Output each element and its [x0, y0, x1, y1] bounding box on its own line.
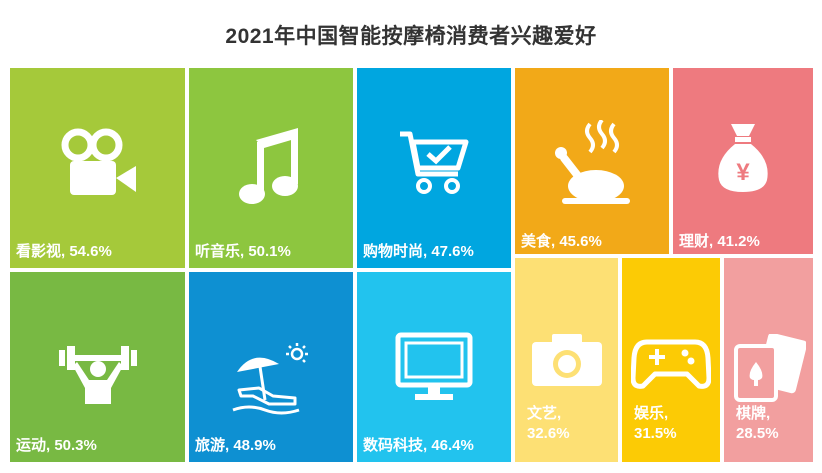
- tile-label: 看影视, 54.6%: [16, 243, 112, 260]
- treemap-tile-2: 听音乐, 50.1%: [187, 66, 355, 270]
- roast-chicken-icon: [515, 120, 669, 206]
- svg-text:¥: ¥: [736, 159, 750, 186]
- money-bag-icon: ¥: [673, 120, 813, 194]
- movie-camera-icon: [10, 128, 185, 198]
- tile-label: 美食, 45.6%: [521, 233, 602, 250]
- beach-umbrella-icon: [189, 342, 353, 416]
- tile-label: 听音乐, 50.1%: [195, 243, 291, 260]
- treemap-tile-9: 文艺, 32.6%: [513, 256, 620, 464]
- chart-title: 2021年中国智能按摩椅消费者兴趣爱好: [225, 25, 597, 48]
- tile-label-value: 32.6%: [527, 425, 570, 442]
- tile-label: 棋牌, 28.5%: [736, 404, 779, 444]
- camera-icon: [515, 330, 618, 388]
- tile-label-value: 28.5%: [736, 425, 779, 442]
- tile-label-name: 娱乐,: [634, 405, 669, 422]
- treemap-tile-10: 娱乐, 31.5%: [620, 256, 722, 464]
- treemap-tile-1: 看影视, 54.6%: [8, 66, 187, 270]
- tile-label: 理财, 41.2%: [679, 233, 760, 250]
- tile-label: 旅游, 48.9%: [195, 437, 276, 454]
- weightlifting-icon: [10, 344, 185, 406]
- treemap-tile-5: ¥ 理财, 41.2%: [671, 66, 815, 256]
- tile-label: 运动, 50.3%: [16, 437, 97, 454]
- treemap-tile-7: 旅游, 48.9%: [187, 270, 355, 464]
- tile-label-value: 31.5%: [634, 425, 677, 442]
- shopping-cart-icon: [357, 128, 511, 196]
- treemap-tile-8: 数码科技, 46.4%: [355, 270, 513, 464]
- tile-label-name: 棋牌,: [736, 405, 771, 422]
- treemap-tile-4: 美食, 45.6%: [513, 66, 671, 256]
- treemap-tile-3: 购物时尚, 47.6%: [355, 66, 513, 270]
- monitor-icon: [357, 332, 511, 404]
- playing-cards-icon: [724, 334, 813, 404]
- gamepad-icon: [622, 336, 720, 390]
- treemap-tile-11: 棋牌, 28.5%: [722, 256, 815, 464]
- tile-label: 娱乐, 31.5%: [634, 404, 677, 444]
- tile-label-name: 文艺,: [527, 405, 562, 422]
- tile-label: 数码科技, 46.4%: [363, 437, 474, 454]
- tile-label: 购物时尚, 47.6%: [363, 243, 474, 260]
- music-note-icon: [189, 128, 353, 208]
- tile-label: 文艺, 32.6%: [527, 404, 570, 444]
- treemap-tile-6: 运动, 50.3%: [8, 270, 187, 464]
